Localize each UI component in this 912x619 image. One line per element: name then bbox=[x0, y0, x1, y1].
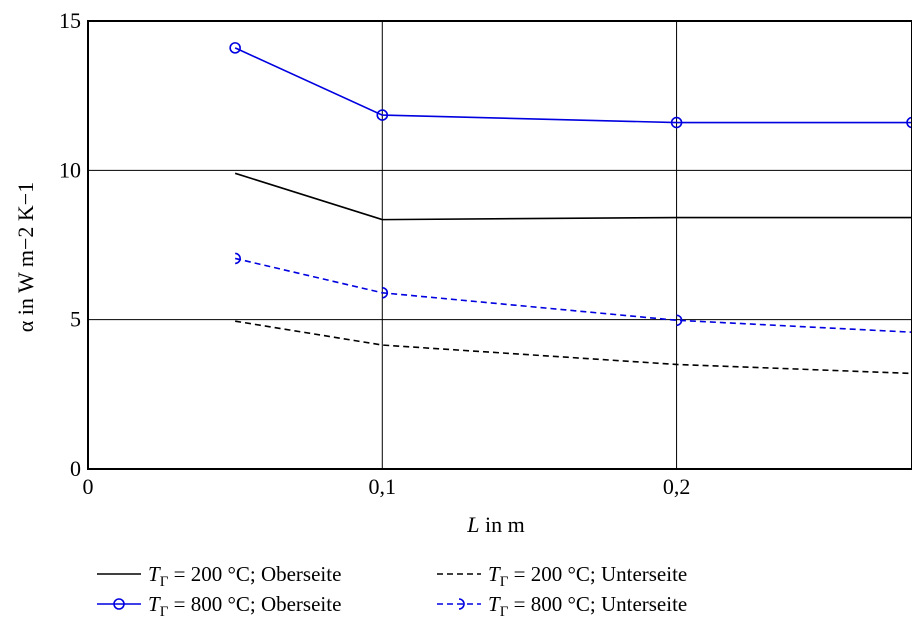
data-point bbox=[235, 252, 241, 265]
data-point bbox=[376, 109, 389, 121]
legend-item-3: TΓ = 800 °C; Unterseite bbox=[437, 592, 687, 619]
series-line-1 bbox=[235, 320, 912, 375]
data-point bbox=[670, 116, 683, 129]
data-point bbox=[382, 286, 389, 299]
x-axis-label: L in m bbox=[466, 512, 524, 537]
x-axis-label-var: L bbox=[466, 512, 479, 537]
legend-item-1: TΓ = 200 °C; Unterseite bbox=[437, 562, 687, 590]
y-tick-label: 10 bbox=[59, 157, 81, 182]
x-tick-label: 0,2 bbox=[663, 474, 691, 499]
y-axis-label: α in W m−2 K−1 bbox=[13, 182, 38, 332]
plot-frame bbox=[87, 20, 912, 470]
legend-item-0: TΓ = 200 °C; Oberseite bbox=[97, 562, 341, 590]
y-tick-label: 15 bbox=[59, 8, 81, 33]
data-point bbox=[676, 314, 683, 327]
legend-label: TΓ = 200 °C; Unterseite bbox=[488, 562, 687, 590]
series-3 bbox=[234, 252, 912, 338]
legend-item-2: TΓ = 800 °C; Oberseite bbox=[97, 592, 341, 619]
series-layer bbox=[229, 42, 912, 375]
series-line-0 bbox=[234, 172, 912, 221]
series-line-2 bbox=[234, 47, 912, 124]
series-line-3 bbox=[234, 257, 912, 334]
y-tick-label: 0 bbox=[70, 456, 81, 481]
legend-label: TΓ = 800 °C; Unterseite bbox=[488, 592, 687, 619]
series-0 bbox=[234, 172, 912, 221]
x-tick-label: 0,1 bbox=[369, 474, 397, 499]
series-1 bbox=[235, 320, 912, 375]
legend-marker bbox=[458, 598, 465, 610]
legend-marker bbox=[113, 598, 125, 610]
legend: TΓ = 200 °C; Oberseite TΓ = 200 °C; Unter… bbox=[97, 562, 687, 619]
data-point bbox=[229, 42, 241, 54]
data-point bbox=[906, 116, 912, 129]
x-axis-label-unit: in m bbox=[480, 512, 525, 537]
tick-labels: 0 0,1 0,2 0 5 10 15 bbox=[59, 8, 690, 499]
grid bbox=[88, 21, 912, 469]
series-2 bbox=[229, 42, 912, 129]
x-tick-label: 0 bbox=[83, 474, 94, 499]
legend-label: TΓ = 800 °C; Oberseite bbox=[148, 592, 341, 619]
y-tick-label: 5 bbox=[70, 307, 81, 332]
legend-label: TΓ = 200 °C; Oberseite bbox=[148, 562, 341, 590]
